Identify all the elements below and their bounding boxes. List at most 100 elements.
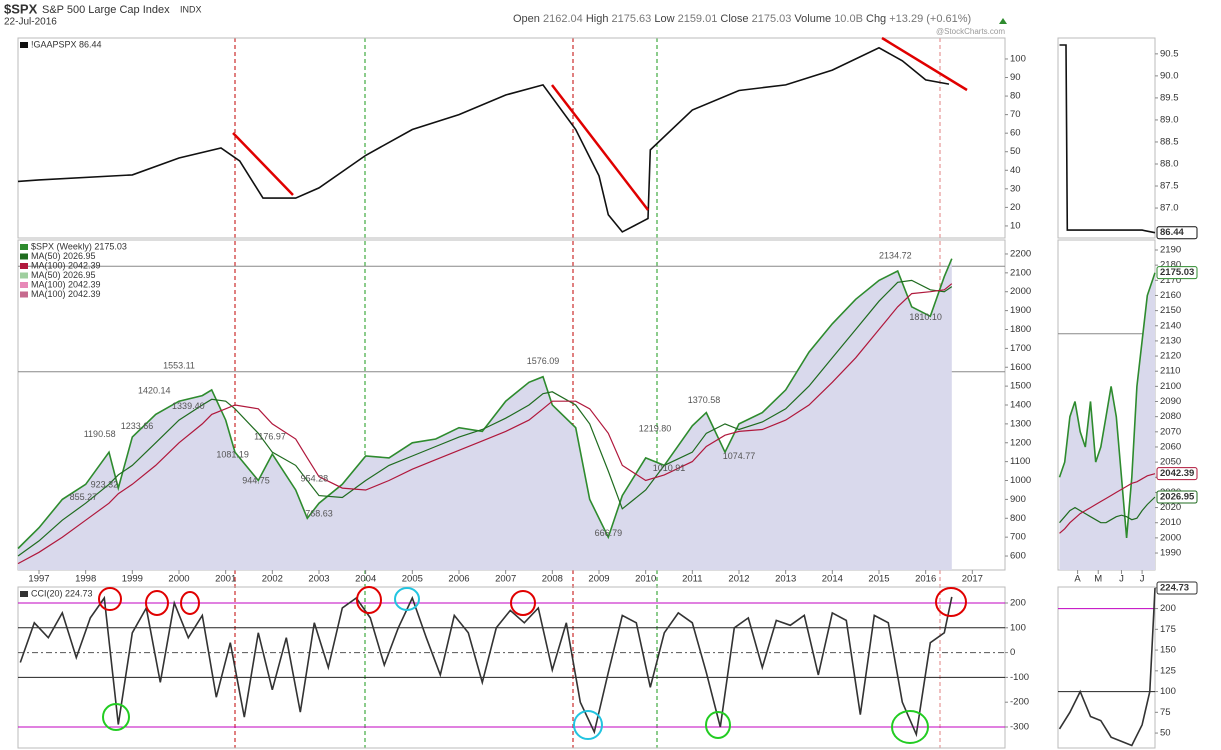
quote-label: Chg xyxy=(866,13,886,25)
quote-label: High xyxy=(586,13,609,25)
x-tick-label: 2009 xyxy=(588,574,609,585)
x-tick-label: J xyxy=(1140,574,1145,585)
y-tick-label: 1800 xyxy=(1010,324,1031,335)
y-tick-label: 1000 xyxy=(1010,475,1031,486)
date: 22-Jul-2016 xyxy=(4,17,57,28)
x-tick-label: 2011 xyxy=(682,574,702,585)
trend-line xyxy=(551,84,649,211)
y-tick-label: 89.5 xyxy=(1160,92,1179,103)
circle xyxy=(102,703,130,731)
circle xyxy=(356,586,382,614)
panel-border xyxy=(1057,586,1156,749)
up-arrow xyxy=(999,18,1007,24)
y-tick-label: 2180 xyxy=(1160,260,1181,271)
y-tick-label: -100 xyxy=(1010,672,1029,683)
exchange: INDX xyxy=(180,4,202,14)
y-tick-label: 20 xyxy=(1010,202,1021,213)
y-tick-label: 125 xyxy=(1160,665,1176,676)
y-tick-label: 100 xyxy=(1010,53,1026,64)
y-tick-label: 2100 xyxy=(1010,267,1031,278)
x-tick-label: 2003 xyxy=(308,574,329,585)
series-line xyxy=(19,595,953,738)
series-line xyxy=(17,279,953,557)
value-tag xyxy=(1156,490,1198,504)
y-tick-label: 87.0 xyxy=(1160,203,1179,214)
value-tag-label: 86.44 xyxy=(1160,227,1184,238)
price-annotation: 1810.10 xyxy=(909,312,942,322)
x-tick-label: 2006 xyxy=(448,574,469,585)
legend-label: CCI(20) 224.73 xyxy=(31,588,93,598)
price-annotation: 1176.97 xyxy=(254,431,286,441)
price-annotation: 666.79 xyxy=(595,528,623,538)
y-tick-label: 1400 xyxy=(1010,400,1031,411)
series-line xyxy=(1059,44,1156,234)
y-tick-label: 90.0 xyxy=(1160,70,1179,81)
x-tick-label: 2008 xyxy=(542,574,563,585)
x-tick-label: 1998 xyxy=(75,574,96,585)
legend-swatch xyxy=(20,291,28,298)
quote-value: +13.29 (+0.61%) xyxy=(889,13,971,25)
y-tick-label: 2190 xyxy=(1160,245,1181,256)
legend-label: MA(100) 2042.39 xyxy=(31,260,101,270)
legend-swatch xyxy=(20,282,28,288)
y-tick-label: 2110 xyxy=(1160,366,1180,377)
symbol: $SPX xyxy=(4,1,38,16)
series-line xyxy=(17,258,953,550)
x-tick-label: 2005 xyxy=(402,574,423,585)
x-tick-label: M xyxy=(1094,574,1102,585)
y-tick-label: 2120 xyxy=(1160,351,1181,362)
price-area xyxy=(18,258,952,570)
quote-label: Open xyxy=(513,13,540,25)
event-lines xyxy=(234,38,941,748)
y-tick-label: 2200 xyxy=(1010,248,1031,259)
y-tick-label: 1700 xyxy=(1010,343,1031,354)
price-annotation: 1420.14 xyxy=(138,386,171,396)
y-tick-label: 800 xyxy=(1010,513,1026,524)
price-annotation: 944.75 xyxy=(242,475,270,485)
y-tick-label: 200 xyxy=(1010,598,1026,609)
x-tick-label: J xyxy=(1119,574,1124,585)
value-tag-label: 2175.03 xyxy=(1160,267,1194,278)
price-annotation: 1081.19 xyxy=(216,450,249,460)
circle xyxy=(180,591,200,615)
trend-line xyxy=(232,132,294,196)
value-tag xyxy=(1156,467,1198,481)
value-tag xyxy=(1156,581,1198,595)
legend-label: MA(50) 2026.95 xyxy=(31,251,96,261)
y-tick-label: 90.5 xyxy=(1160,48,1179,59)
panel-border xyxy=(17,586,1006,749)
y-tick-label: 200 xyxy=(1160,603,1176,614)
price-annotation: 1576.09 xyxy=(527,356,560,366)
x-tick-label: 2014 xyxy=(822,574,843,585)
price-annotation: 768.63 xyxy=(305,509,333,519)
y-tick-label: 2050 xyxy=(1160,457,1181,468)
circle xyxy=(98,587,122,611)
series-line xyxy=(1058,588,1156,747)
series-line xyxy=(1059,473,1156,534)
x-tick-label: A xyxy=(1074,574,1081,585)
legend-swatch xyxy=(20,263,28,269)
y-tick-label: 89.0 xyxy=(1160,114,1179,125)
price-annotation: 2134.72 xyxy=(879,251,912,261)
price-annotation: 954.28 xyxy=(301,474,329,484)
y-tick-label: 10 xyxy=(1010,220,1021,231)
y-tick-label: 87.5 xyxy=(1160,181,1179,192)
series-line xyxy=(17,46,950,233)
quote-value: 2175.63 xyxy=(612,13,652,25)
y-tick-label: 100 xyxy=(1160,686,1176,697)
trend-line xyxy=(881,36,968,92)
panel-border xyxy=(1057,37,1156,239)
value-tag-label: 2042.39 xyxy=(1160,468,1194,479)
legend-label: MA(100) 2042.39 xyxy=(31,279,101,289)
circle xyxy=(573,710,603,740)
y-tick-label: 2060 xyxy=(1160,441,1181,452)
quote-label: Volume xyxy=(794,13,831,25)
x-tick-label: 2002 xyxy=(262,574,283,585)
series-line xyxy=(1058,272,1156,538)
quote: Open 2162.04 High 2175.63 Low 2159.01 Cl… xyxy=(513,13,971,25)
y-tick-label: 2020 xyxy=(1160,502,1181,513)
y-tick-label: 90 xyxy=(1010,72,1021,83)
quote-value: 10.0B xyxy=(834,13,863,25)
y-tick-label: 2170 xyxy=(1160,275,1181,286)
x-tick-label: 2004 xyxy=(355,574,376,585)
